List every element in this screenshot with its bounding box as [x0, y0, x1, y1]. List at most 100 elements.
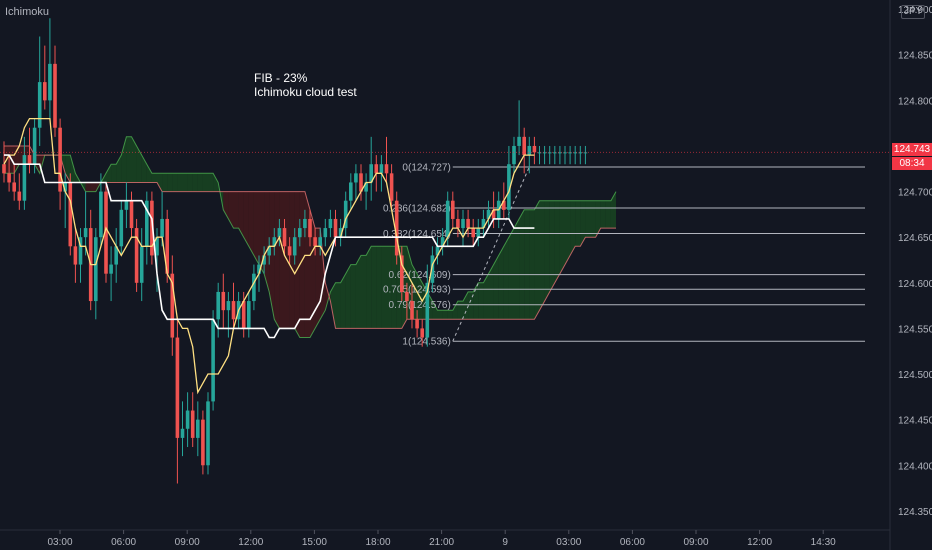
currency-label[interactable]: JPY	[901, 5, 926, 19]
cloud-segment	[575, 200, 581, 247]
cloud-segment	[264, 191, 270, 292]
cloud-segment	[172, 173, 178, 192]
candle-body	[292, 237, 297, 256]
cloud-segment	[605, 200, 611, 229]
price-tick-label: 124.650	[898, 233, 932, 244]
fib-level-label: 0.236(124.682)	[383, 204, 451, 215]
candle-body	[537, 152, 542, 154]
cloud-segment	[493, 255, 499, 320]
candle-body	[53, 63, 57, 128]
candle-body	[420, 328, 424, 338]
cloud-segment	[151, 173, 157, 183]
cloud-segment	[478, 282, 484, 320]
cloud-segment	[253, 191, 259, 265]
candle-body	[359, 173, 363, 192]
cloud-segment	[366, 246, 372, 329]
candle-body	[425, 282, 430, 338]
cloud-segment	[274, 191, 280, 329]
candle-body	[252, 273, 256, 302]
cloud-segment	[213, 173, 219, 192]
time-tick-label: 06:00	[111, 537, 136, 548]
annotation-line-2: Ichimoku cloud test	[254, 85, 357, 99]
cloud-segment	[519, 209, 525, 320]
candle-body	[553, 152, 557, 154]
cloud-segment	[299, 191, 305, 338]
cloud-segment	[304, 191, 310, 338]
candle-body	[17, 191, 22, 201]
candle-body	[155, 237, 159, 256]
candle-body	[522, 136, 526, 156]
current-price-badge: 124.743	[892, 143, 932, 156]
cloud-segment	[371, 246, 377, 329]
candle-body	[124, 200, 129, 210]
cloud-segment	[111, 164, 117, 183]
candle-body	[303, 218, 307, 229]
candle-body	[435, 246, 440, 256]
cloud-segment	[468, 291, 474, 320]
cloud-segment	[549, 200, 555, 292]
cloud-segment	[361, 255, 367, 329]
time-tick-label: 21:00	[429, 537, 454, 548]
candle-body	[48, 63, 52, 101]
candle-body	[481, 218, 486, 229]
candle-body	[507, 164, 511, 210]
cloud-segment	[463, 291, 469, 320]
fib-level-label: 0(124.727)	[402, 162, 450, 173]
candle-body	[517, 136, 521, 146]
candle-body	[43, 82, 47, 101]
price-tick-label: 124.600	[898, 279, 932, 290]
indicator-title: Ichimoku	[5, 6, 50, 18]
candle-body	[2, 164, 6, 174]
candle-body	[338, 228, 343, 238]
candle-body	[328, 218, 333, 229]
candle-body	[272, 237, 277, 247]
countdown-badge: 08:34	[892, 157, 932, 170]
candle-body	[226, 301, 231, 311]
chart-annotation[interactable]: FIB - 23% Ichimoku cloud test	[254, 71, 357, 99]
cloud-segment	[259, 191, 265, 274]
cloud-segment	[483, 273, 489, 320]
candle-body	[185, 410, 190, 429]
candle-body	[221, 291, 226, 311]
time-tick-label: 06:00	[620, 537, 645, 548]
cloud-segment	[590, 200, 596, 238]
cloud-segment	[126, 136, 132, 183]
candle-body	[389, 173, 394, 201]
cloud-segment	[177, 173, 183, 192]
candle-body	[190, 410, 195, 438]
cloud-segment	[330, 282, 336, 329]
candle-body	[27, 155, 32, 165]
cloud-segment	[447, 310, 453, 320]
candle-body	[512, 145, 516, 165]
candle-body	[109, 264, 113, 274]
candle-body	[277, 228, 282, 238]
candle-body	[343, 200, 348, 229]
candle-body	[456, 218, 460, 229]
cloud-segment	[600, 200, 606, 229]
price-tick-label: 124.450	[898, 416, 932, 427]
cloud-segment	[473, 282, 479, 320]
cloud-segment	[192, 173, 198, 192]
candle-body	[262, 255, 266, 265]
candle-body	[405, 291, 409, 302]
time-tick-label: 15:00	[302, 537, 327, 548]
cloud-segment	[146, 164, 152, 183]
cloud-segment	[340, 273, 346, 329]
price-tick-label: 124.400	[898, 461, 932, 472]
candle-body	[129, 200, 134, 229]
cloud-segment	[182, 173, 188, 192]
candle-body	[267, 246, 271, 256]
cloud-segment	[121, 136, 127, 183]
cloud-segment	[279, 191, 285, 329]
candle-body	[12, 182, 16, 192]
candle-body	[313, 237, 317, 247]
cloud-segment	[391, 246, 397, 329]
candle-body	[247, 301, 251, 329]
candle-body	[180, 428, 185, 438]
cloud-segment	[442, 310, 448, 320]
cloud-segment	[580, 200, 586, 247]
cloud-segment	[529, 209, 535, 320]
candle-body	[394, 200, 399, 256]
price-tick-label: 124.500	[898, 370, 932, 381]
